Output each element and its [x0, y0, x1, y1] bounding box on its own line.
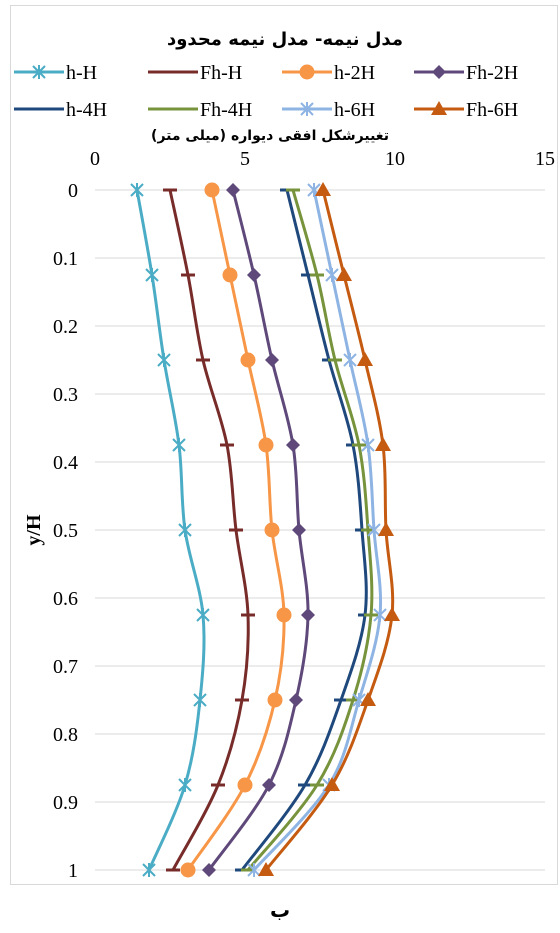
- chart-svg: مدل نیمه- مدل نیمه محدود h-H Fh-H h-2H Fh-2…: [14, 29, 555, 882]
- data-point-h-H: [142, 863, 156, 877]
- legend-label: h-H: [66, 62, 97, 84]
- data-point-Fh-6H: [378, 522, 394, 536]
- data-point-h-H: [172, 438, 186, 452]
- y-tick-label: 0.3: [53, 384, 78, 406]
- legend-item-h-6H: h-6H: [282, 99, 375, 121]
- data-point-Fh-2H: [289, 693, 303, 707]
- data-point-Fh-6H: [258, 862, 274, 876]
- data-point-Fh-2H: [265, 353, 279, 367]
- data-point-h-2H: [258, 437, 274, 453]
- data-point-h-2H: [264, 522, 280, 538]
- data-point-h-H: [178, 523, 192, 537]
- y-tick-label: 1: [68, 860, 78, 882]
- data-point-Fh-6H: [375, 437, 391, 451]
- legend-marker: [431, 101, 447, 115]
- data-point-h-2H: [276, 607, 292, 623]
- chart-title: مدل نیمه- مدل نیمه محدود: [167, 29, 403, 50]
- data-point-h-2H: [240, 352, 256, 368]
- y-tick-label: 0.1: [53, 248, 78, 270]
- legend-marker: [32, 65, 46, 79]
- data-point-h-2H: [180, 862, 196, 878]
- data-point-Fh-6H: [315, 182, 331, 196]
- legend-item-Fh-2H: Fh-2H: [414, 62, 518, 84]
- data-point-h-2H: [267, 692, 283, 708]
- legend-marker: [300, 102, 314, 116]
- legend-item-h-2H: h-2H: [282, 62, 375, 84]
- legend-label: Fh-4H: [200, 99, 252, 121]
- data-point-Fh-6H: [384, 607, 400, 621]
- data-point-h-6H: [361, 438, 375, 452]
- data-point-Fh-2H: [247, 268, 261, 282]
- data-point-h-H: [130, 183, 144, 197]
- data-point-Fh-6H: [324, 777, 340, 791]
- data-point-h-6H: [343, 353, 357, 367]
- data-point-h-H: [193, 693, 207, 707]
- data-point-h-H: [196, 608, 210, 622]
- legend: h-H Fh-H h-2H Fh-2H h-4H Fh-4H h-6H Fh-6H: [14, 62, 518, 121]
- data-point-h-H: [157, 353, 171, 367]
- data-point-Fh-2H: [226, 183, 240, 197]
- y-tick-label: 0.9: [53, 792, 78, 814]
- x-tick-label: 0: [90, 148, 100, 170]
- data-point-h-6H: [367, 523, 381, 537]
- data-point-Fh-2H: [292, 523, 306, 537]
- legend-marker: [299, 64, 315, 80]
- data-point-h-2H: [237, 777, 253, 793]
- legend-label: Fh-2H: [466, 62, 518, 84]
- data-point-h-H: [145, 268, 159, 282]
- y-tick-label: 0: [68, 180, 78, 202]
- data-point-h-6H: [373, 608, 387, 622]
- y-tick-label: 0.7: [53, 656, 78, 678]
- data-point-h-6H: [247, 863, 261, 877]
- x-tick-label: 15: [535, 148, 555, 170]
- legend-item-h-4H: h-4H: [14, 99, 107, 121]
- data-point-Fh-2H: [301, 608, 315, 622]
- legend-label: h-4H: [66, 99, 107, 121]
- x-tick-labels: 0 5 10 15: [90, 148, 555, 170]
- legend-marker: [432, 65, 446, 79]
- y-tick-label: 0.2: [53, 316, 78, 338]
- chart-frame: [10, 5, 558, 885]
- legend-item-h-H: h-H: [14, 62, 97, 84]
- data-point-Fh-6H: [360, 692, 376, 706]
- data-point-Fh-6H: [357, 352, 373, 366]
- legend-label: Fh-H: [200, 62, 242, 84]
- y-tick-labels: 0 0.1 0.2 0.3 0.4 0.5 0.6 0.7 0.8 0.9 1: [53, 180, 78, 882]
- y-tick-label: 0.8: [53, 724, 78, 746]
- y-axis-label: y/H: [23, 514, 45, 546]
- legend-label: Fh-6H: [466, 99, 518, 121]
- legend-item-Fh-6H: Fh-6H: [414, 99, 518, 121]
- data-point-Fh-2H: [286, 438, 300, 452]
- x-axis-label: تغییرشکل افقی دیواره (میلی متر): [151, 128, 389, 144]
- data-point-h-2H: [222, 267, 238, 283]
- data-point-Fh-6H: [336, 267, 352, 281]
- legend-item-Fh-4H: Fh-4H: [148, 99, 252, 121]
- figure-caption: ب: [269, 898, 291, 922]
- legend-label: h-2H: [334, 62, 375, 84]
- data-point-h-H: [178, 778, 192, 792]
- legend-item-Fh-H: Fh-H: [148, 62, 242, 84]
- x-tick-label: 10: [385, 148, 405, 170]
- y-tick-label: 0.5: [53, 520, 78, 542]
- data-point-Fh-2H: [202, 863, 216, 877]
- plot-area: [130, 182, 400, 878]
- data-point-h-6H: [325, 268, 339, 282]
- y-tick-label: 0.4: [53, 452, 78, 474]
- data-point-h-2H: [204, 182, 220, 198]
- x-tick-label: 5: [240, 148, 250, 170]
- y-tick-label: 0.6: [53, 588, 78, 610]
- data-point-Fh-2H: [262, 778, 276, 792]
- legend-label: h-6H: [334, 99, 375, 121]
